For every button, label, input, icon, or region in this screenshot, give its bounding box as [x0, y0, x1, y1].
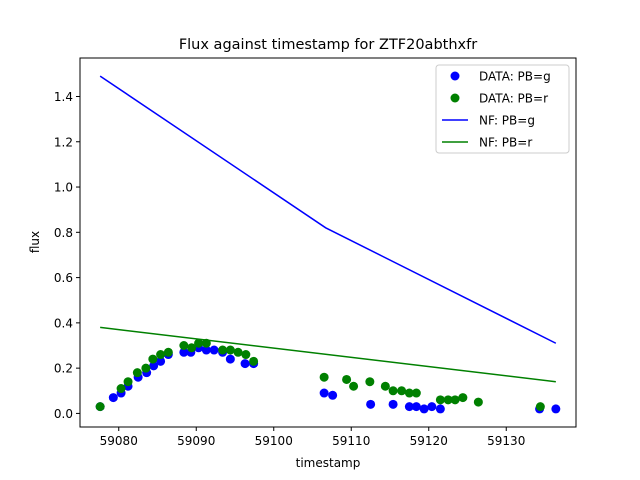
legend-label-3: NF: PB=r — [479, 136, 532, 150]
data-point-s1-26 — [435, 395, 445, 405]
data-point-s1-23 — [397, 386, 407, 396]
legend: DATA: PB=g DATA: PB=r NF: PB=g NF: PB=r — [435, 64, 570, 154]
y-axis: 0.0 0.2 0.4 0.6 0.8 1.0 1.2 1.4 — [54, 90, 80, 421]
data-point-s0-23 — [411, 402, 421, 412]
x-tick-label-1: 59090 — [177, 434, 215, 448]
data-point-s1-5 — [148, 354, 158, 364]
legend-label-1: DATA: PB=r — [479, 92, 548, 106]
data-point-s0-20 — [366, 399, 376, 409]
y-axis-label: flux — [28, 231, 42, 253]
data-point-s1-31 — [535, 402, 545, 412]
data-point-s0-24 — [419, 404, 429, 414]
y-tick-label-6: 1.2 — [54, 135, 73, 149]
y-tick-label-2: 0.4 — [54, 316, 73, 330]
y-tick-label-5: 1.0 — [54, 181, 73, 195]
x-tick-label-0: 59080 — [100, 434, 138, 448]
y-tick-label-1: 0.2 — [54, 362, 73, 376]
data-point-s1-21 — [380, 381, 390, 391]
x-axis: 59080 59090 59100 59110 59120 59130 — [100, 427, 525, 448]
x-axis-label: timestamp — [296, 456, 361, 470]
data-point-s1-25 — [411, 388, 421, 398]
series-line-3 — [100, 326, 556, 383]
y-tick-label-4: 0.8 — [54, 226, 73, 240]
data-point-s0-7 — [156, 356, 166, 366]
data-point-s1-24 — [404, 388, 414, 398]
legend-label-2: NF: PB=g — [479, 114, 535, 128]
data-point-s1-13 — [225, 345, 235, 355]
data-point-s1-0 — [95, 402, 105, 412]
data-point-s1-12 — [218, 345, 228, 355]
data-point-s0-18 — [319, 388, 329, 398]
series-line-2 — [99, 75, 557, 344]
data-point-s0-28 — [551, 404, 561, 414]
data-point-s1-8 — [179, 341, 189, 350]
data-point-s0-9 — [179, 347, 189, 357]
data-point-s1-14 — [233, 347, 243, 357]
data-point-s0-21 — [388, 399, 398, 409]
marker-layer — [95, 338, 561, 414]
data-point-s1-15 — [241, 350, 251, 360]
data-point-s0-1 — [108, 393, 118, 403]
data-point-s0-15 — [225, 354, 235, 364]
data-point-s0-26 — [435, 404, 445, 414]
data-point-s0-22 — [404, 402, 414, 412]
legend-frame — [435, 64, 570, 154]
x-tick-label-5: 59130 — [487, 434, 525, 448]
x-tick-label-2: 59100 — [255, 434, 293, 448]
data-point-s1-28 — [450, 395, 460, 405]
data-point-s1-6 — [156, 350, 166, 360]
plot-area — [95, 75, 561, 414]
data-point-s1-19 — [349, 381, 359, 391]
legend-marker-1 — [450, 93, 460, 103]
y-tick-label-0: 0.0 — [54, 407, 73, 421]
line-layer — [99, 75, 557, 383]
data-point-s1-20 — [365, 377, 375, 387]
data-point-s0-19 — [328, 390, 338, 400]
data-point-s1-27 — [443, 395, 453, 405]
data-point-s1-30 — [473, 397, 483, 407]
legend-marker-0 — [450, 71, 460, 81]
y-tick-label-7: 1.4 — [54, 90, 73, 104]
axes-frame — [79, 57, 577, 428]
data-point-s1-2 — [123, 377, 133, 387]
data-point-s0-6 — [149, 361, 159, 371]
data-point-s1-1 — [116, 384, 126, 394]
data-point-s0-12 — [201, 345, 211, 355]
x-tick-label-4: 59120 — [410, 434, 448, 448]
y-tick-label-3: 0.6 — [54, 271, 73, 285]
data-point-s1-29 — [458, 393, 468, 403]
data-point-s1-4 — [141, 363, 151, 373]
data-point-s0-16 — [240, 359, 250, 369]
data-point-s1-7 — [163, 347, 173, 357]
data-point-s0-13 — [209, 345, 219, 355]
data-point-s1-18 — [342, 374, 352, 384]
legend-label-0: DATA: PB=g — [479, 70, 551, 84]
data-point-s1-22 — [388, 386, 398, 396]
data-point-s0-25 — [427, 402, 437, 412]
data-point-s1-9 — [187, 343, 197, 353]
data-point-s1-10 — [194, 338, 204, 348]
data-point-s1-11 — [201, 338, 211, 348]
data-point-s1-3 — [132, 368, 142, 378]
data-point-s1-17 — [319, 372, 329, 382]
data-point-s1-16 — [249, 356, 259, 366]
chart-title: Flux against timestamp for ZTF20abthxfr — [179, 37, 477, 53]
x-tick-label-3: 59110 — [332, 434, 370, 448]
